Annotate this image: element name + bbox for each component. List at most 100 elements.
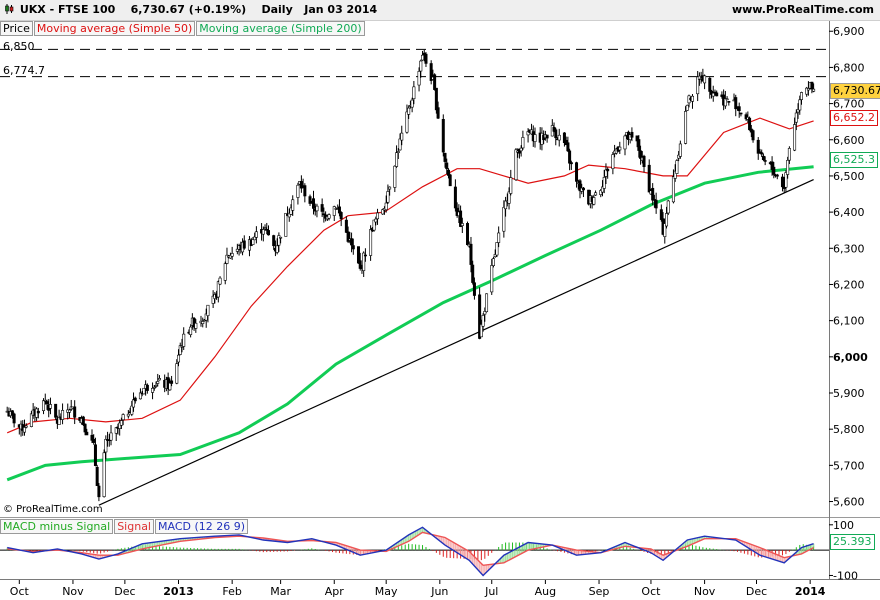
- candle-body: [95, 466, 99, 487]
- candle-body: [441, 119, 445, 153]
- y-axis-tick-label: 6,200: [833, 278, 865, 291]
- candlestick: [533, 127, 537, 148]
- y-axis-tick-label: 6,600: [833, 134, 865, 147]
- candlestick: [277, 232, 281, 252]
- candlestick: [102, 449, 106, 498]
- candlestick: [216, 280, 220, 303]
- candle-body: [395, 152, 399, 167]
- candle-body: [763, 160, 767, 162]
- candlestick: [495, 242, 499, 258]
- candle-body: [277, 235, 281, 246]
- candle-body: [296, 184, 300, 198]
- candlestick: [344, 216, 348, 233]
- candlestick: [154, 381, 158, 388]
- candle-body: [151, 387, 155, 393]
- candlestick: [351, 238, 355, 255]
- provider-url[interactable]: www.ProRealTime.com: [731, 3, 874, 16]
- candlestick: [156, 373, 160, 387]
- legend-ma200[interactable]: Moving average (Simple 200): [196, 21, 365, 36]
- candlestick: [73, 400, 77, 425]
- candlestick: [132, 392, 136, 412]
- candle-body: [29, 413, 33, 427]
- y-axis-tick-label: 5,700: [833, 459, 865, 472]
- candle-body: [182, 333, 186, 347]
- candlestick: [690, 94, 694, 109]
- candle-body: [356, 246, 360, 264]
- candle-body: [261, 229, 265, 235]
- candlestick: [83, 423, 87, 436]
- candle-body: [654, 199, 658, 209]
- candlestick: [211, 290, 215, 308]
- x-axis-tick-label: May: [375, 585, 398, 598]
- candle-body: [514, 149, 518, 181]
- x-axis-tick-label: Feb: [222, 585, 241, 598]
- candle-body: [133, 397, 137, 402]
- candlestick: [263, 224, 267, 231]
- legend-macd-signal[interactable]: Signal: [114, 519, 154, 534]
- legend-macd-line[interactable]: MACD (12 26 9): [155, 519, 249, 534]
- candlestick: [478, 287, 482, 340]
- candle-body: [710, 90, 714, 95]
- legend-price[interactable]: Price: [0, 21, 33, 36]
- candle-body: [725, 98, 729, 101]
- candlestick: [157, 375, 161, 381]
- candlestick: [339, 211, 343, 227]
- candlestick: [517, 148, 521, 159]
- candle-body: [696, 76, 700, 95]
- candle-body: [491, 258, 495, 266]
- candle-body: [284, 212, 288, 237]
- candlestick: [253, 232, 257, 241]
- candlestick: [42, 398, 46, 415]
- legend-macd-hist[interactable]: MACD minus Signal: [0, 519, 114, 534]
- candle-body: [469, 243, 473, 265]
- candlestick: [727, 101, 731, 106]
- candle-body: [786, 160, 790, 175]
- y-axis-tick-label: 6,900: [833, 25, 865, 38]
- candle-body: [254, 231, 258, 238]
- macd-line: [7, 526, 814, 577]
- candlestick: [748, 116, 752, 131]
- candle-body: [410, 99, 414, 108]
- candle-body: [637, 139, 641, 151]
- candle-body: [787, 148, 791, 161]
- candle-body: [388, 186, 392, 190]
- legend-ma50[interactable]: Moving average (Simple 50): [33, 21, 196, 36]
- x-axis-tick-label: Nov: [62, 585, 84, 598]
- candle-body: [344, 219, 348, 233]
- candlestick: [223, 261, 227, 285]
- candle-body: [126, 413, 130, 417]
- candlestick: [594, 190, 598, 196]
- x-axis-tick-label: Jul: [484, 585, 498, 598]
- candle-body: [400, 132, 404, 141]
- candle-body: [61, 410, 65, 420]
- candlestick: [519, 145, 523, 157]
- candlestick: [436, 101, 440, 120]
- y-axis-tick-label: 6,800: [833, 61, 865, 74]
- candlestick: [566, 136, 570, 153]
- candlestick: [54, 403, 58, 420]
- candle-body: [350, 238, 354, 246]
- x-axis-tick-label: 2013: [163, 585, 194, 598]
- y-axis-tick-label: 6,700: [833, 98, 865, 111]
- candlestick: [337, 199, 341, 217]
- candle-body: [386, 191, 390, 203]
- candle-body: [618, 146, 622, 151]
- candle-body: [168, 382, 172, 391]
- candle-body: [156, 381, 160, 384]
- candle-body: [303, 185, 307, 197]
- candle-body: [332, 206, 336, 216]
- candlestick: [22, 419, 26, 436]
- candle-body: [201, 321, 205, 324]
- candlestick: [711, 85, 715, 102]
- candlestick: [407, 105, 411, 119]
- candlestick: [481, 313, 485, 332]
- candlestick: [93, 437, 97, 467]
- candlestick: [805, 86, 809, 97]
- candle-body: [562, 132, 566, 144]
- candle-body: [490, 265, 494, 293]
- candle-body: [557, 134, 561, 141]
- candlestick: [114, 427, 118, 441]
- candle-body: [471, 264, 475, 283]
- candle-body: [727, 101, 731, 103]
